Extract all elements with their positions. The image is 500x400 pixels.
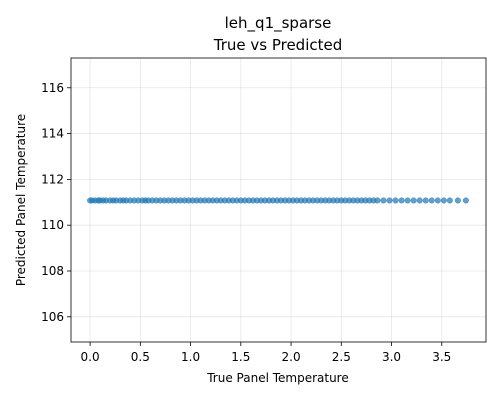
y-tick-label: 108 (41, 264, 64, 278)
chart-subtitle: True vs Predicted (213, 36, 343, 54)
scatter-point (428, 197, 435, 204)
scatter-point (374, 197, 381, 204)
x-tick-label: 2.5 (332, 350, 351, 364)
y-tick-label: 106 (41, 310, 64, 324)
scatter-point (416, 197, 423, 204)
scatter-point (392, 197, 399, 204)
x-axis-label: True Panel Temperature (206, 371, 349, 385)
x-tick-label: 0.5 (131, 350, 150, 364)
plot-area (70, 57, 487, 343)
scatter-point (422, 197, 429, 204)
scatter-point (462, 197, 469, 204)
x-tick-label: 1.5 (231, 350, 250, 364)
x-tick-label: 3.0 (382, 350, 401, 364)
x-axis: 0.0 0.5 1.0 1.5 2.0 2.5 3.0 3.5 (81, 342, 451, 364)
scatter-point (454, 197, 461, 204)
y-axis-label: Predicted Panel Temperature (14, 114, 28, 286)
y-tick-label: 110 (41, 218, 64, 232)
chart-title: leh_q1_sparse (225, 14, 332, 33)
y-tick-label: 114 (41, 127, 64, 141)
scatter-point (440, 197, 447, 204)
y-tick-label: 116 (41, 81, 64, 95)
x-tick-label: 0.0 (81, 350, 100, 364)
x-tick-label: 2.0 (282, 350, 301, 364)
x-tick-label: 3.5 (432, 350, 451, 364)
scatter-point (386, 197, 393, 204)
scatter-point (398, 197, 405, 204)
y-tick-label: 112 (41, 172, 64, 186)
scatter-point (380, 197, 387, 204)
x-tick-label: 1.0 (181, 350, 200, 364)
scatter-point (404, 197, 411, 204)
scatter-point (410, 197, 417, 204)
scatter-point (434, 197, 441, 204)
scatter-point (446, 197, 453, 204)
y-axis: 106 108 110 112 114 116 (41, 81, 71, 324)
data-points (87, 197, 469, 204)
